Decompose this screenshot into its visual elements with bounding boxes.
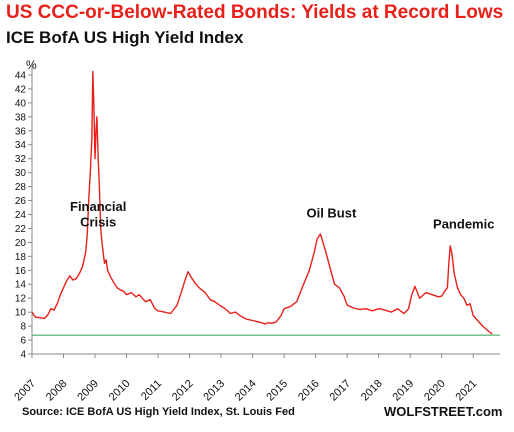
x-tick-label: 2008	[44, 378, 70, 404]
y-tick-label: 4	[20, 350, 26, 361]
y-axis-unit-label: %	[26, 58, 37, 72]
x-tick-label: 2007	[12, 378, 38, 404]
x-tick-label: 2013	[201, 378, 227, 404]
y-tick-label: 6	[20, 336, 26, 347]
x-tick-label: 2019	[391, 378, 417, 404]
y-tick-label: 18	[15, 252, 27, 263]
y-tick-label: 8	[20, 322, 26, 333]
source-note: Source: ICE BofA US High Yield Index, St…	[22, 406, 295, 418]
x-tick-label: 2017	[327, 378, 353, 404]
x-tick-label: 2010	[107, 378, 133, 404]
brand-label: WOLFSTREET.com	[384, 404, 503, 419]
x-tick-label: 2020	[422, 378, 448, 404]
y-tick-label: 42	[15, 84, 27, 95]
y-tick-label: 12	[15, 294, 27, 305]
y-tick-label: 16	[15, 266, 27, 277]
axis-layer: 4 6 8 10 12 14 16 18 20 22 24 26 28 30 32 34 36 38 40 42 44 2…	[12, 64, 500, 403]
y-tick-label: 20	[15, 238, 27, 249]
x-tick-label: 2016	[296, 378, 322, 404]
y-tick-label: 10	[15, 308, 27, 319]
x-tick-label: 2015	[264, 378, 290, 404]
yield-series-line	[31, 70, 493, 335]
chart-subtitle: ICE BofA US High Yield Index	[6, 28, 244, 47]
y-tick-label: 24	[15, 210, 27, 221]
y-tick-label: 22	[15, 224, 27, 235]
annotation-label: Crisis	[80, 214, 116, 229]
y-tick-label: 32	[15, 154, 27, 165]
annotation-label: Oil Bust	[306, 205, 357, 220]
y-tick-label: 40	[15, 98, 27, 109]
x-tick-label: 2014	[233, 378, 259, 404]
x-tick-label: 2021	[454, 378, 480, 404]
y-tick-label: 14	[15, 280, 27, 291]
annotation-label: Financial	[70, 199, 126, 214]
x-tick-label: 2011	[139, 378, 164, 403]
y-tick-label: 28	[15, 182, 27, 193]
y-tick-label: 26	[15, 196, 27, 207]
x-tick-label: 2012	[170, 378, 196, 404]
series-layer	[31, 70, 493, 335]
y-tick-label: 34	[15, 140, 27, 151]
annotation-label: Pandemic	[433, 216, 494, 231]
y-tick-label: 44	[15, 70, 27, 81]
chart-title: US CCC-or-Below-Rated Bonds: Yields at R…	[6, 2, 504, 23]
x-tick-label: 2018	[359, 378, 385, 404]
y-tick-label: 30	[15, 168, 27, 179]
x-tick-label: 2009	[75, 378, 101, 404]
y-tick-label: 36	[15, 126, 27, 137]
y-tick-label: 38	[15, 112, 27, 123]
